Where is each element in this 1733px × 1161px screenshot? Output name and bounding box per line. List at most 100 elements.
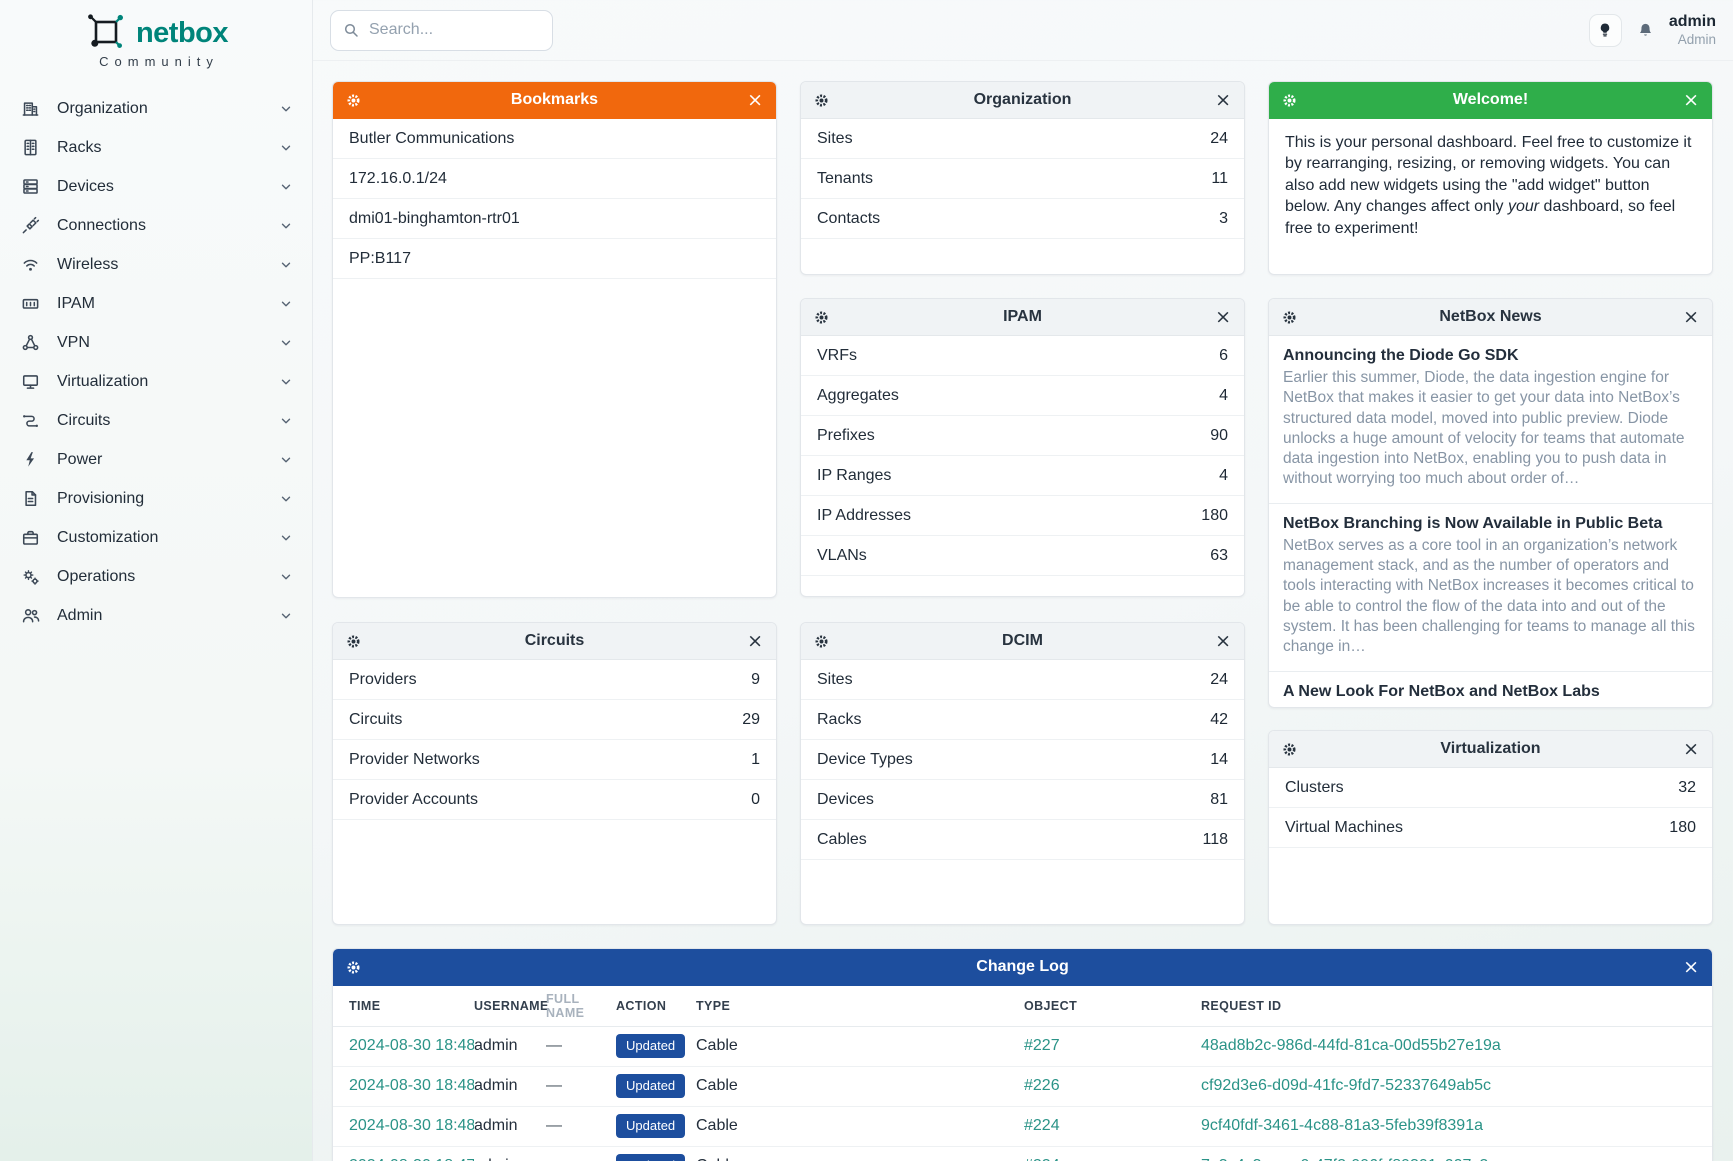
stat-link[interactable]: Prefixes: [817, 426, 875, 444]
notifications-button[interactable]: [1637, 22, 1654, 39]
stat-link[interactable]: Circuits: [349, 710, 403, 728]
change-object-link[interactable]: #224: [1024, 1157, 1060, 1161]
change-request-id-link[interactable]: cf92d3e6-d09d-41fc-9fd7-52337649ab5c: [1201, 1077, 1492, 1094]
theme-toggle-button[interactable]: [1588, 13, 1622, 47]
widget-close-icon[interactable]: ×: [1683, 955, 1699, 978]
change-time-link[interactable]: 2024-08-30 18:48: [349, 1117, 474, 1134]
stat-link[interactable]: Virtual Machines: [1285, 818, 1403, 836]
widget-close-icon[interactable]: ×: [1215, 629, 1231, 652]
widget-config-icon[interactable]: [814, 310, 829, 325]
stat-link[interactable]: Sites: [817, 129, 853, 147]
user-menu[interactable]: admin Admin: [1669, 12, 1716, 47]
sidebar-item-wireless[interactable]: Wireless: [0, 245, 312, 284]
change-request-id-link[interactable]: 48ad8b2c-986d-44fd-81ca-00d55b27e19a: [1201, 1037, 1501, 1054]
stat-link[interactable]: VLANs: [817, 546, 867, 564]
change-time-link[interactable]: 2024-08-30 18:48: [349, 1077, 474, 1094]
stat-link[interactable]: Contacts: [817, 209, 881, 227]
stat-link[interactable]: Cables: [817, 830, 867, 848]
widget-config-icon[interactable]: [346, 960, 361, 975]
widget-config-icon[interactable]: [1282, 310, 1297, 325]
widget-close-icon[interactable]: ×: [747, 629, 763, 652]
stat-link[interactable]: Sites: [817, 670, 853, 688]
change-request-id-link[interactable]: 9cf40fdf-3461-4c88-81a3-5feb39f8391a: [1201, 1117, 1483, 1134]
stat-link[interactable]: Providers: [349, 670, 417, 688]
change-full-name: —: [546, 1037, 562, 1054]
sidebar-item-vpn[interactable]: VPN: [0, 323, 312, 362]
widget-config-icon[interactable]: [814, 93, 829, 108]
stat-link[interactable]: Racks: [817, 710, 862, 728]
sidebar-item-organization[interactable]: Organization: [0, 89, 312, 128]
sidebar-item-connections[interactable]: Connections: [0, 206, 312, 245]
stat-row: Circuits 29: [333, 700, 776, 740]
sidebar-item-admin[interactable]: Admin: [0, 596, 312, 635]
stat-value: 81: [1210, 790, 1228, 808]
stat-value: 1: [751, 750, 760, 768]
stat-link[interactable]: Aggregates: [817, 386, 899, 404]
change-request-id-link[interactable]: 7a3c4c3a-acc9-47f2-996f-f89301c007c2: [1201, 1157, 1488, 1161]
widget-welcome: Welcome! × This is your personal dashboa…: [1268, 81, 1713, 275]
widget-close-icon[interactable]: ×: [1215, 305, 1231, 328]
widget-close-icon[interactable]: ×: [1683, 88, 1699, 111]
stat-row: VRFs 6: [801, 336, 1244, 376]
change-object-link[interactable]: #224: [1024, 1117, 1060, 1134]
widget-config-icon[interactable]: [1282, 93, 1297, 108]
widget-config-icon[interactable]: [814, 634, 829, 649]
sidebar-item-racks[interactable]: Racks: [0, 128, 312, 167]
change-full-name: —: [546, 1157, 562, 1161]
widget-changelog-header: Change Log ×: [333, 949, 1712, 986]
news-item: Announcing the Diode Go SDK Earlier this…: [1269, 336, 1712, 503]
widget-config-icon[interactable]: [1282, 742, 1297, 757]
sidebar-item-label: Racks: [57, 138, 102, 156]
widget-close-icon[interactable]: ×: [1215, 88, 1231, 111]
change-object-link[interactable]: #226: [1024, 1077, 1060, 1094]
sidebar-item-provisioning[interactable]: Provisioning: [0, 479, 312, 518]
news-headline-link[interactable]: NetBox Branching is Now Available in Pub…: [1283, 514, 1663, 532]
bookmark-link[interactable]: dmi01-binghamton-rtr01: [333, 199, 776, 239]
bookmark-link[interactable]: PP:B117: [333, 239, 776, 279]
stat-link[interactable]: Provider Accounts: [349, 790, 478, 808]
change-time-link[interactable]: 2024-08-30 18:47: [349, 1157, 474, 1161]
change-username: admin: [474, 1037, 518, 1054]
search-input[interactable]: [369, 21, 540, 39]
sidebar-item-virtualization[interactable]: Virtualization: [0, 362, 312, 401]
news-headline-link[interactable]: Announcing the Diode Go SDK: [1283, 347, 1519, 364]
stat-value: 0: [751, 790, 760, 808]
sidebar: netbox Community Organization Racks: [0, 0, 313, 1161]
stat-link[interactable]: IP Ranges: [817, 466, 892, 484]
stat-link[interactable]: VRFs: [817, 346, 857, 364]
chevron-down-icon: [278, 179, 294, 195]
stat-link[interactable]: Devices: [817, 790, 874, 808]
widget-close-icon[interactable]: ×: [1683, 305, 1699, 328]
news-headline-link[interactable]: A New Look For NetBox and NetBox Labs: [1283, 682, 1600, 700]
stat-link[interactable]: Tenants: [817, 169, 874, 187]
stat-link[interactable]: Provider Networks: [349, 750, 480, 768]
bookmark-link[interactable]: Butler Communications: [333, 119, 776, 159]
sidebar-item-label: Provisioning: [57, 489, 145, 507]
stat-link[interactable]: Device Types: [817, 750, 913, 768]
widget-config-icon[interactable]: [346, 93, 361, 108]
sidebar-item-operations[interactable]: Operations: [0, 557, 312, 596]
netbox-logo-icon: [84, 14, 128, 52]
transit-icon: [21, 411, 47, 430]
change-time-link[interactable]: 2024-08-30 18:48: [349, 1037, 474, 1054]
chevron-down-icon: [278, 452, 294, 468]
change-object-link[interactable]: #227: [1024, 1037, 1060, 1054]
sidebar-item-ipam[interactable]: IPAM: [0, 284, 312, 323]
sidebar-item-label: Devices: [57, 177, 114, 195]
sidebar-item-power[interactable]: Power: [0, 440, 312, 479]
bookmark-link[interactable]: 172.16.0.1/24: [333, 159, 776, 199]
stat-link[interactable]: IP Addresses: [817, 506, 911, 524]
widget-title: Virtualization: [1440, 740, 1541, 757]
widget-config-icon[interactable]: [346, 634, 361, 649]
sidebar-item-circuits[interactable]: Circuits: [0, 401, 312, 440]
stat-value: 32: [1678, 778, 1696, 796]
sidebar-item-devices[interactable]: Devices: [0, 167, 312, 206]
change-type: Cable: [696, 1117, 738, 1134]
brand[interactable]: netbox Community: [0, 14, 312, 69]
sidebar-item-label: Circuits: [57, 411, 111, 429]
widget-close-icon[interactable]: ×: [747, 88, 763, 111]
sidebar-item-customization[interactable]: Customization: [0, 518, 312, 557]
widget-close-icon[interactable]: ×: [1683, 737, 1699, 760]
stat-link[interactable]: Clusters: [1285, 778, 1344, 796]
chevron-down-icon: [278, 491, 294, 507]
